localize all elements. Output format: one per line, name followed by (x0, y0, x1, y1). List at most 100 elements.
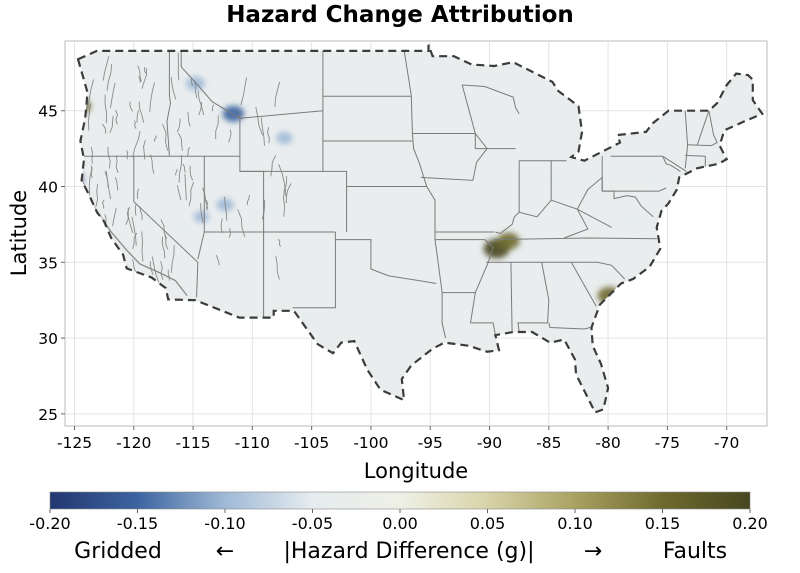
colorbar-tick-label: 0.20 (732, 514, 768, 533)
state-border (708, 110, 718, 143)
faults-label: Faults (663, 539, 727, 564)
state-border (133, 156, 199, 298)
hazard-blob (172, 222, 188, 233)
fault-trace (115, 155, 119, 173)
x-tick-label: -95 (418, 434, 443, 452)
x-tick-label: -80 (595, 434, 620, 452)
state-border (696, 110, 710, 146)
hazard-blob (276, 131, 293, 145)
left-arrow: ← (216, 539, 234, 564)
gridded-label: Gridded (74, 539, 162, 564)
y-tick-label: 45 (38, 103, 58, 121)
fault-trace (177, 132, 183, 152)
state-border (576, 176, 612, 228)
fault-trace (246, 194, 250, 206)
fault-trace (106, 64, 113, 91)
state-border (474, 133, 516, 150)
fault-trace (175, 168, 178, 176)
us-land (78, 44, 763, 413)
fault-trace (220, 218, 223, 233)
colorbar-tick-label: -0.05 (292, 514, 333, 533)
state-border (510, 261, 550, 333)
x-tick-label: -70 (714, 434, 739, 452)
fault-trace (138, 76, 141, 83)
fault-trace (137, 65, 142, 82)
fault-trace (88, 103, 91, 131)
x-tick-label: -85 (536, 434, 561, 452)
fault-traces (82, 52, 292, 301)
hazard-blob (546, 175, 561, 186)
fault-trace (86, 79, 95, 109)
fault-trace (102, 123, 107, 134)
state-border (166, 50, 172, 157)
fault-trace (162, 123, 169, 151)
fault-trace (285, 183, 292, 204)
fault-trace (198, 101, 203, 116)
fault-trace (260, 117, 265, 146)
x-axis-ticks: -125 -120 -115 -110 -105 -100 -95 -90 -85 -80 -75 -… (57, 426, 739, 452)
fault-trace (261, 199, 266, 220)
fault-trace (278, 164, 287, 192)
fault-trace (224, 196, 228, 221)
fault-trace (109, 115, 114, 133)
fault-trace (127, 208, 134, 234)
x-tick-label: -100 (353, 434, 388, 452)
hazard-blob (497, 232, 520, 250)
y-tick-label: 30 (38, 330, 58, 348)
map-title: Hazard Change Attribution (226, 2, 574, 28)
fault-trace (104, 171, 109, 188)
state-border (292, 239, 336, 309)
fault-trace (228, 228, 231, 238)
hazard-blob (301, 315, 315, 325)
fault-trace (189, 165, 194, 181)
fault-trace (178, 155, 183, 183)
x-tick-label: -115 (175, 434, 210, 452)
colorbar (49, 491, 751, 510)
y-tick-label: 35 (38, 254, 58, 272)
state-border (435, 239, 494, 294)
fault-trace (114, 176, 119, 191)
fault-trace (160, 261, 164, 280)
fault-trace (150, 154, 155, 174)
colorbar-label: |Hazard Difference (g)| (283, 539, 534, 564)
y-tick-label: 25 (38, 406, 58, 424)
fault-trace (205, 199, 208, 211)
x-axis-label: Longitude (364, 459, 468, 483)
fault-trace (187, 112, 191, 127)
fault-trace (270, 155, 277, 177)
x-tick-label: -110 (235, 434, 270, 452)
fault-trace (143, 66, 147, 74)
fault-trace (283, 188, 286, 217)
fault-trace (132, 131, 141, 158)
state-border (685, 154, 706, 157)
fault-trace (131, 216, 137, 246)
fault-trace (132, 259, 137, 273)
fault-trace (141, 68, 147, 89)
fault-trace (112, 208, 117, 227)
state-border (462, 84, 520, 115)
fault-trace (194, 80, 198, 99)
colorbar-ticks: -0.20 -0.15 -0.10 -0.05 0.00 0.05 0.10 0.15 0.20 (29, 509, 768, 533)
fault-trace (167, 269, 170, 281)
fault-trace (90, 146, 93, 164)
x-tick-label: -90 (477, 434, 502, 452)
state-border (610, 155, 681, 172)
fault-trace (149, 82, 155, 112)
state-border (180, 50, 323, 119)
fault-trace (176, 185, 182, 201)
y-tick-label: 40 (38, 179, 58, 197)
fault-trace (126, 150, 129, 160)
fault-trace (188, 181, 195, 207)
fault-trace (160, 219, 168, 239)
fault-trace (211, 104, 215, 112)
fault-trace (107, 146, 111, 169)
fault-trace (161, 236, 166, 259)
fault-trace (170, 245, 175, 273)
fault-trace (215, 115, 219, 140)
y-axis-label: Latitude (7, 190, 31, 276)
fault-trace (275, 255, 280, 280)
colorbar-tick-label: 0.10 (557, 514, 593, 533)
fault-trace (102, 199, 105, 209)
fault-trace (138, 101, 145, 123)
fault-trace (115, 109, 118, 125)
